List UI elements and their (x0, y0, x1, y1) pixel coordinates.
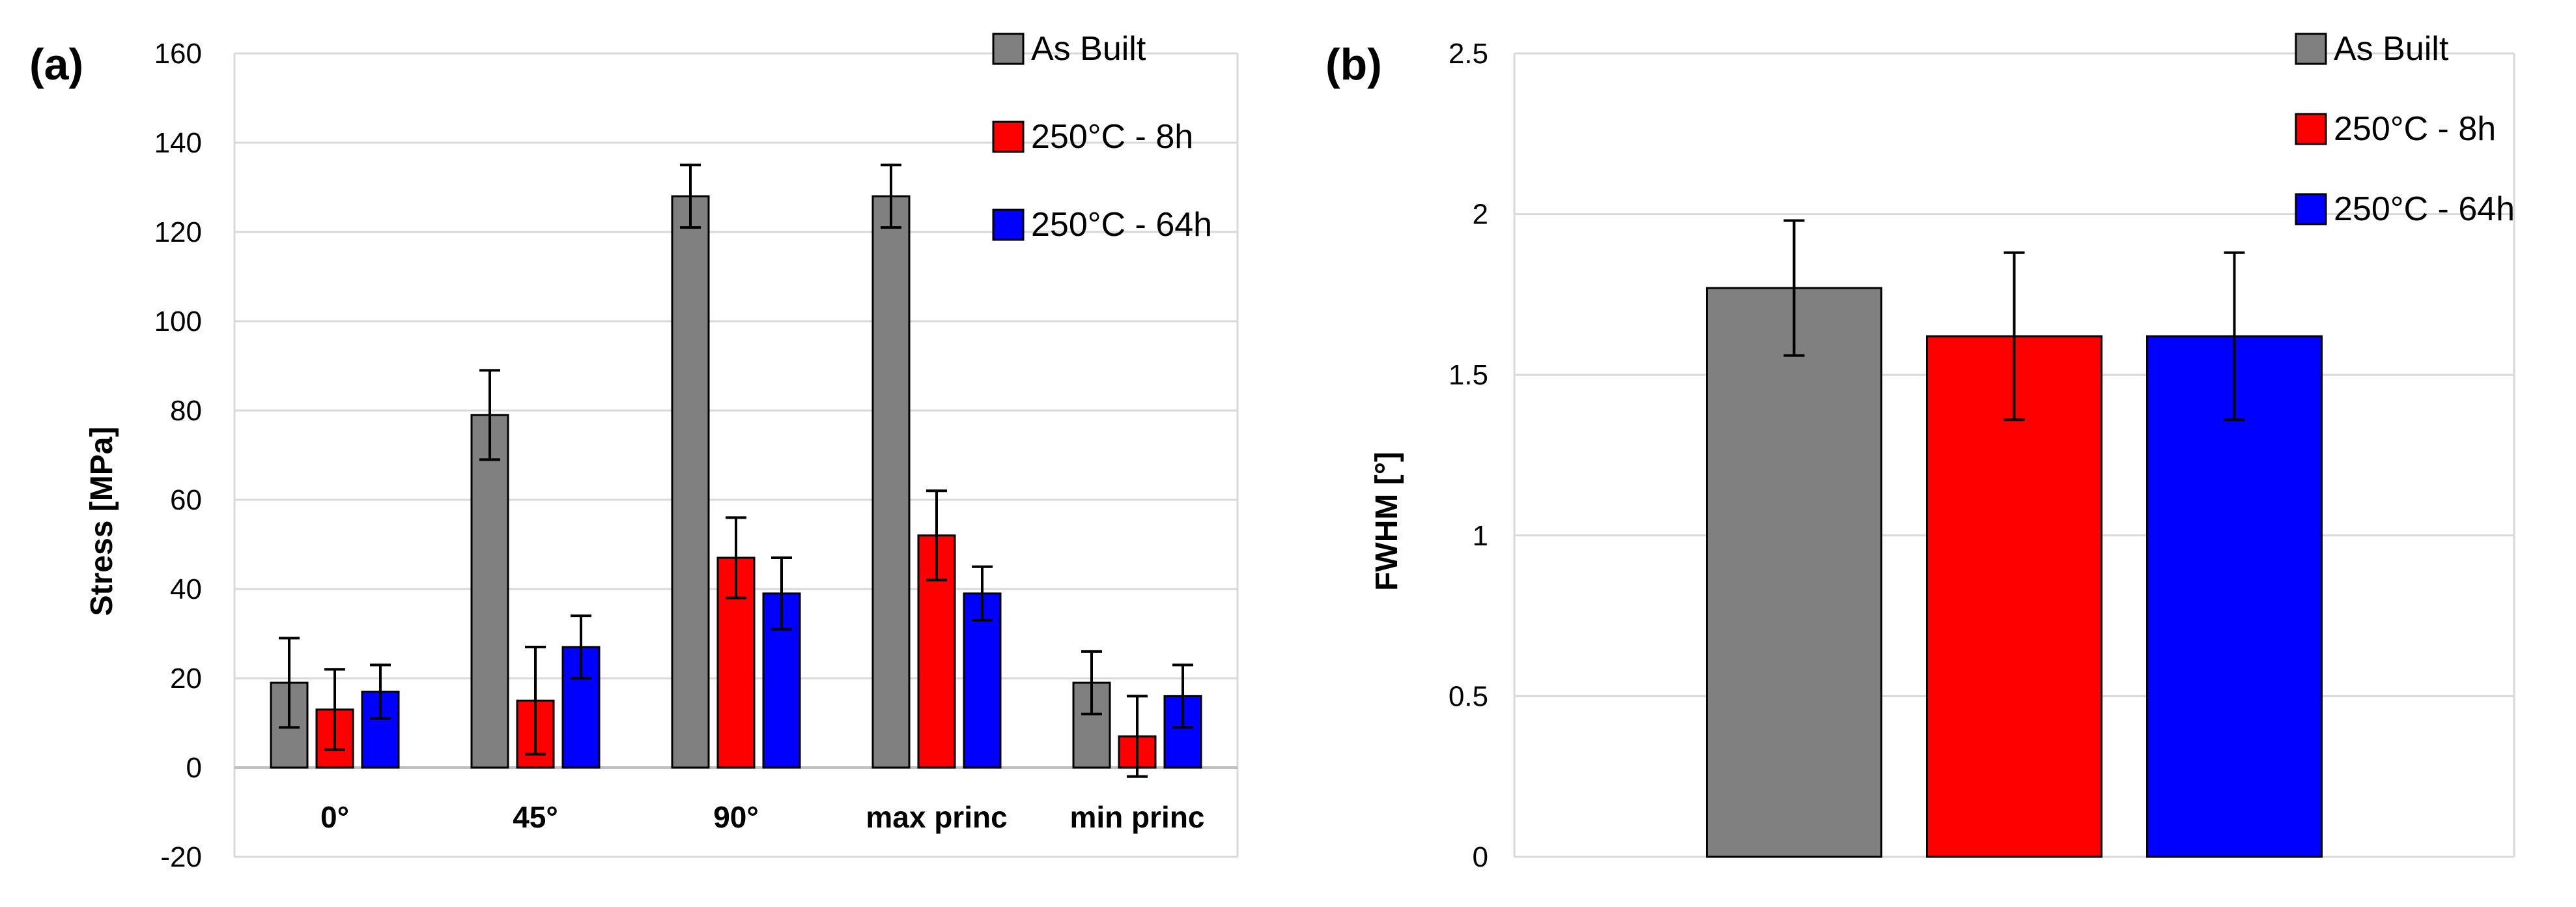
bar-1-4 (871, 195, 911, 769)
panel-b-y-axis-title: FWHM [°] (1370, 452, 1404, 591)
error-bar-3-4 (972, 565, 993, 622)
panel-b-error-bars (1783, 219, 2245, 422)
category-label: min princ (1069, 800, 1204, 834)
y-tick-label: 40 (170, 573, 202, 605)
y-tick-label: 60 (170, 484, 202, 516)
legend-label: As Built (1031, 30, 1146, 68)
error-bar-1-1 (1783, 219, 1805, 357)
error-bar-2-5 (1127, 695, 1148, 778)
category-label: 0° (320, 800, 349, 834)
category-label: max princ (866, 800, 1007, 834)
legend-swatch (992, 209, 1025, 241)
y-tick-label: 120 (154, 216, 202, 248)
panel-b-fwhm-chart: (b) 0 0.5 1 1.5 2 2.5 FWHM [°] As Built 250°C … (1325, 30, 2515, 873)
error-bar-2-2 (525, 646, 546, 756)
y-tick-label: 1.5 (1449, 359, 1488, 391)
legend-label: 250°C - 64h (2334, 190, 2515, 228)
bar-1-3 (671, 195, 710, 769)
bar-2-3 (716, 556, 756, 769)
y-tick-label: 1 (1473, 520, 1488, 552)
legend-label: 250°C - 8h (1031, 118, 1193, 156)
panel-b-y-tick-labels: 0 0.5 1 1.5 2 2.5 (1449, 38, 1488, 873)
legend-swatch (2295, 33, 2327, 65)
legend-label: 250°C - 8h (2334, 110, 2496, 148)
y-tick-label: 0 (1473, 841, 1488, 873)
category-label: 45° (513, 800, 558, 834)
bar-1-5 (1072, 682, 1111, 769)
legend-label: As Built (2334, 30, 2449, 68)
legend-swatch (992, 121, 1025, 153)
y-tick-label: -20 (160, 841, 202, 873)
bar-3-1 (2146, 335, 2323, 858)
error-bar-2-1 (2003, 251, 2025, 422)
category-label: 90° (713, 800, 759, 834)
y-tick-label: 20 (170, 663, 202, 695)
error-bar-3-3 (771, 556, 792, 631)
panel-b-label: (b) (1325, 40, 1382, 89)
bar-1-1 (1706, 287, 1882, 858)
legend-swatch (2295, 113, 2327, 145)
error-bar-1-2 (479, 369, 500, 461)
y-tick-label: 0.5 (1449, 680, 1488, 712)
error-bar-3-2 (571, 614, 591, 680)
panel-a-stress-chart: (a) -20 0 20 40 60 80 100 120 140 160 0° 45° 90° max… (29, 30, 1239, 873)
error-bar-1-5 (1081, 650, 1102, 715)
error-bar-2-3 (726, 516, 746, 599)
bar-2-1 (1926, 335, 2102, 858)
y-tick-label: 2.5 (1449, 38, 1488, 70)
panel-a-bars (270, 195, 1202, 769)
error-bar-3-5 (1172, 663, 1193, 729)
y-tick-label: 80 (170, 395, 202, 427)
error-bar-3-1 (2224, 251, 2245, 422)
panel-a-y-axis-title: Stress [MPa] (85, 427, 119, 616)
legend-swatch (992, 33, 1025, 65)
error-bar-2-1 (324, 668, 345, 751)
legend-swatch (2295, 193, 2327, 225)
panel-b-bars (1706, 287, 2323, 858)
error-bar-1-1 (279, 637, 300, 729)
panel-a-category-labels: 0° 45° 90° max princ min princ (320, 800, 1205, 834)
error-bar-1-4 (881, 164, 901, 229)
panel-b-legend: As Built 250°C - 8h 250°C - 64h (2295, 30, 2515, 228)
bar-3-4 (963, 592, 1002, 769)
bar-1-2 (470, 414, 509, 769)
panel-a-legend: As Built 250°C - 8h 250°C - 64h (992, 30, 1212, 244)
legend-label: 250°C - 64h (1031, 206, 1212, 244)
y-tick-label: 140 (154, 127, 202, 159)
error-bar-1-3 (680, 164, 701, 229)
y-tick-label: 100 (154, 306, 202, 338)
error-bar-2-4 (926, 489, 947, 582)
y-tick-label: 160 (154, 38, 202, 70)
y-tick-label: 2 (1473, 199, 1488, 231)
error-bar-3-1 (370, 663, 391, 720)
panel-a-error-bars (279, 164, 1193, 778)
panel-a-label: (a) (29, 40, 83, 89)
y-tick-label: 0 (186, 752, 202, 784)
panel-a-y-tick-labels: -20 0 20 40 60 80 100 120 140 160 (154, 38, 202, 873)
